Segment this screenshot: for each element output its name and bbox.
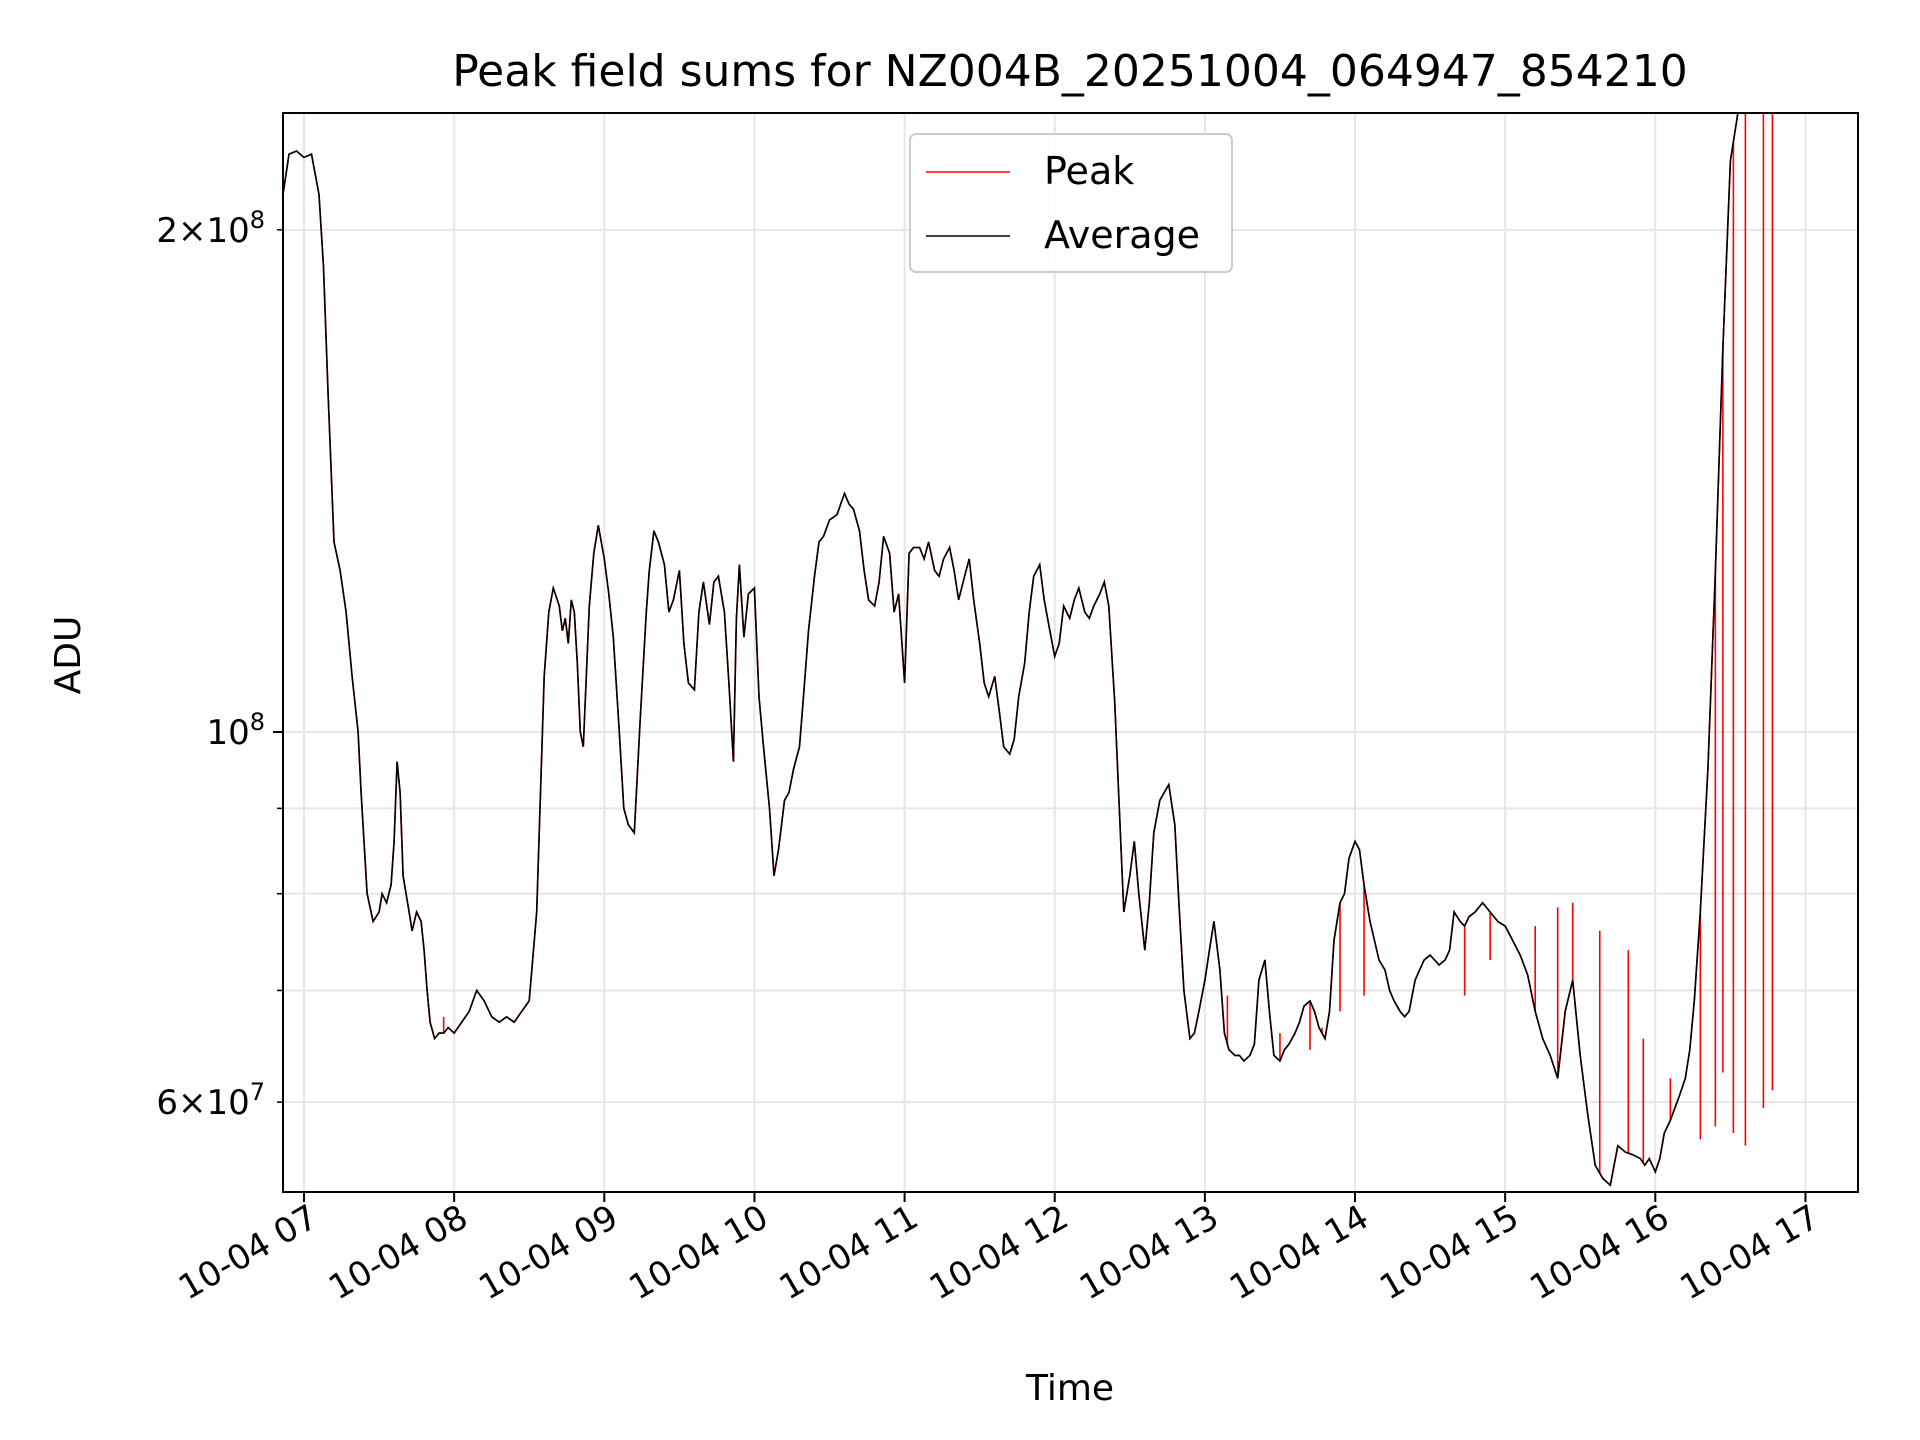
series-line-average (283, 113, 1746, 1187)
legend-label-average: Average (1044, 213, 1200, 257)
legend-label-peak: Peak (1044, 149, 1134, 193)
y-axis-label: ADU (48, 616, 89, 695)
x-axis-label: Time (1025, 1368, 1114, 1409)
legend: Peak Average (909, 133, 1233, 273)
legend-box (909, 133, 1233, 273)
plot-frame (282, 112, 1859, 1193)
chart-title: Peak field sums for NZ004B_20251004_0649… (452, 46, 1688, 97)
y-tick-label: 108 (206, 708, 265, 753)
y-tick-label: 2×108 (156, 206, 265, 251)
y-tick-label: 6×107 (156, 1078, 265, 1123)
series-layer (283, 113, 1774, 1187)
series-group (283, 113, 1774, 1187)
